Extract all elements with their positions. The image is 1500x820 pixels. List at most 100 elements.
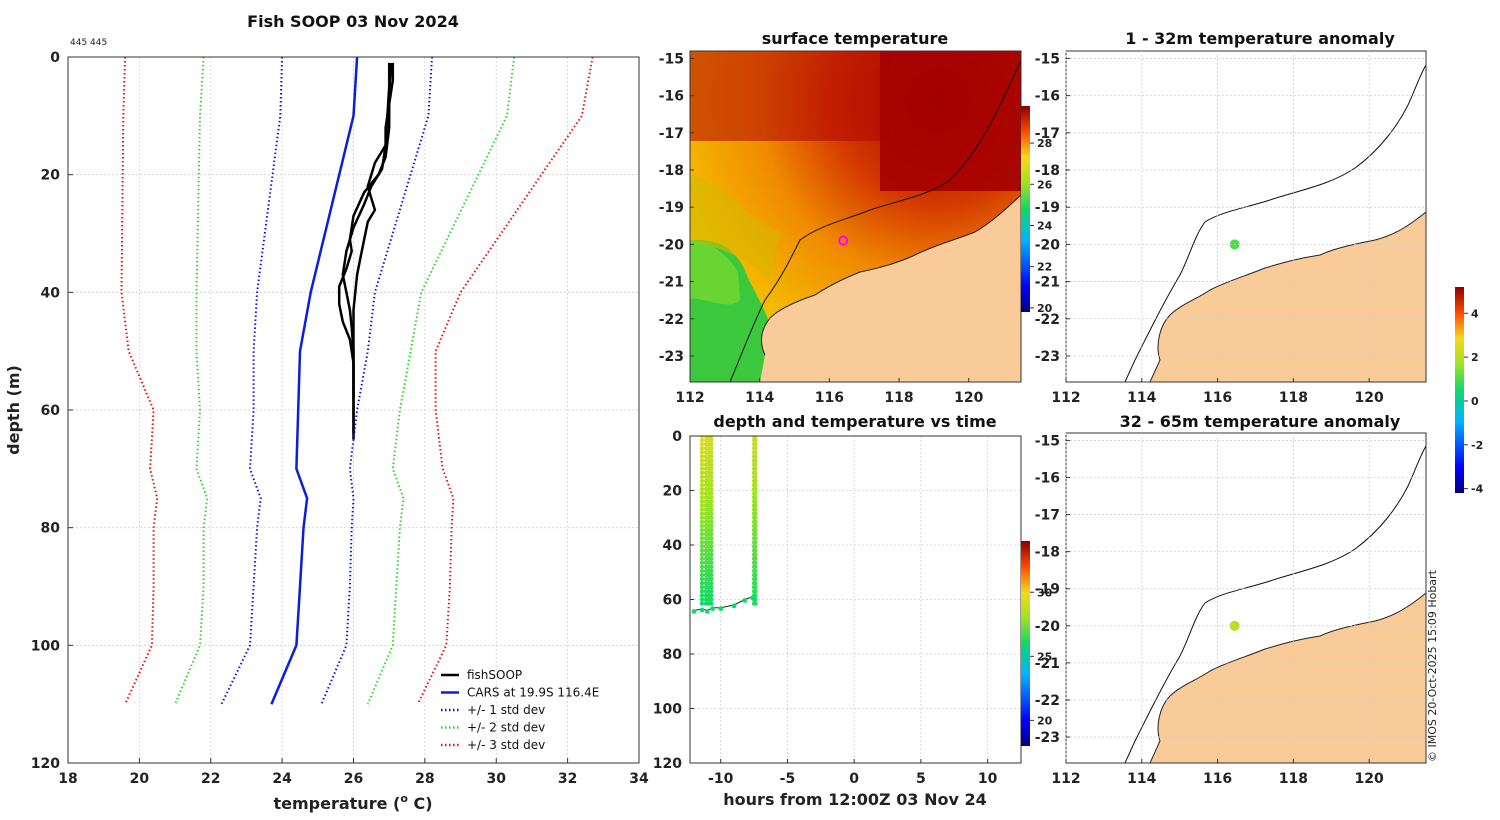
sst-ytick-label: -18 bbox=[659, 163, 684, 179]
time-cast-point bbox=[751, 515, 757, 520]
time-cast-point bbox=[699, 503, 705, 508]
time-bottom-point bbox=[718, 606, 724, 612]
time-cast-point bbox=[699, 478, 705, 484]
time-cast-point bbox=[751, 470, 757, 475]
time-cast-point bbox=[699, 507, 705, 512]
profile-ytick-label: 40 bbox=[41, 285, 61, 301]
time-cast-point bbox=[699, 531, 705, 537]
time-cast-point bbox=[699, 540, 705, 545]
time-cast-point bbox=[751, 462, 757, 467]
profile-xtick-label: 26 bbox=[344, 771, 363, 787]
sst-colorbar-tick-label: 28 bbox=[1037, 137, 1052, 150]
time-cast-point bbox=[751, 499, 757, 504]
anomaly2-ytick-label: -16 bbox=[1035, 470, 1060, 486]
time-cast-point bbox=[699, 454, 705, 459]
time-cast-point bbox=[706, 503, 711, 508]
sst-panel: surface temperature 112 114 116 118 120 -15 -1… bbox=[659, 29, 1053, 406]
time-cast-point bbox=[706, 576, 711, 582]
time-grid bbox=[690, 436, 1021, 763]
time-cast-point bbox=[699, 466, 705, 471]
time-cast-point bbox=[751, 436, 757, 439]
sst-colorbar bbox=[1021, 106, 1030, 312]
anomaly2-ytick-label: -22 bbox=[1035, 693, 1060, 709]
time-bottom-point bbox=[750, 595, 756, 601]
time-ytick-label: 20 bbox=[663, 484, 683, 500]
sst-colorbar-tick-label: 22 bbox=[1037, 261, 1052, 274]
time-cast-point bbox=[699, 589, 705, 594]
profile-xlabel: temperature (o C) bbox=[273, 792, 432, 813]
anomaly1-xtick-label: 118 bbox=[1279, 390, 1308, 406]
time-bottom-point bbox=[704, 609, 710, 614]
profile-xtick-label: 24 bbox=[272, 771, 292, 787]
time-cast-point bbox=[751, 572, 757, 578]
time-cast-point bbox=[706, 540, 711, 545]
time-cast-point bbox=[699, 585, 705, 590]
anomaly-colorbar-tick-label: 0 bbox=[1471, 395, 1479, 408]
time-cast-point bbox=[706, 466, 711, 471]
time-title: depth and temperature vs time bbox=[713, 412, 996, 431]
time-cast-point bbox=[751, 454, 757, 459]
anomaly-colorbar-tick-label: 4 bbox=[1471, 307, 1479, 320]
time-cast-point bbox=[751, 474, 757, 480]
anomaly1-ytick-label: -15 bbox=[1035, 51, 1060, 67]
time-cast-point bbox=[706, 589, 711, 594]
time-cast-point bbox=[751, 535, 757, 541]
time-cast-point bbox=[699, 441, 705, 447]
time-cast-point bbox=[751, 548, 757, 553]
time-cast-point bbox=[751, 441, 757, 447]
sst-bathymetry-contour bbox=[729, 59, 1021, 382]
sst-ytick-label: -16 bbox=[659, 89, 684, 105]
sst-ytick-label: -21 bbox=[659, 275, 684, 291]
profile-ytick-label: 80 bbox=[41, 521, 61, 537]
sst-ticks: 112 114 116 118 120 -15 -16 -17 -18 -19 -20 -21 -22 -… bbox=[659, 51, 984, 406]
time-cast-point bbox=[706, 482, 711, 488]
time-cast-point bbox=[699, 544, 705, 549]
time-cast-point bbox=[706, 585, 711, 590]
sst-xtick-label: 114 bbox=[745, 390, 774, 406]
time-ytick-label: 0 bbox=[672, 429, 682, 445]
time-xtick-label: -10 bbox=[708, 771, 734, 787]
profile-xtick-label: 32 bbox=[558, 771, 577, 787]
time-cast-point bbox=[706, 446, 711, 451]
time-ytick-label: 40 bbox=[663, 538, 683, 554]
time-cast-point bbox=[751, 486, 757, 492]
profile-ytick-label: 100 bbox=[31, 638, 60, 654]
time-cast-point bbox=[706, 462, 711, 467]
time-cast-point bbox=[706, 544, 711, 549]
profile-ytick-label: 120 bbox=[31, 756, 60, 772]
time-colorbar-ticks: 20 25 30 bbox=[1030, 586, 1053, 727]
time-cast-point bbox=[751, 511, 757, 516]
time-cast-point bbox=[706, 580, 711, 586]
time-cast-point bbox=[706, 458, 711, 463]
profile-title: Fish SOOP 03 Nov 2024 bbox=[247, 12, 459, 31]
time-cast-point bbox=[706, 486, 711, 492]
time-xtick-label: 10 bbox=[978, 771, 998, 787]
anomaly1-xtick-label: 114 bbox=[1127, 390, 1156, 406]
time-cast-point bbox=[699, 527, 705, 533]
profile-panel: Fish SOOP 03 Nov 2024 445 445 18 20 22 24 26… bbox=[4, 12, 649, 813]
anomaly-colorbar-tick-label: 2 bbox=[1471, 351, 1479, 364]
time-cast-point bbox=[751, 450, 757, 455]
time-cast-point bbox=[706, 450, 711, 455]
sst-ytick-label: -19 bbox=[659, 200, 684, 216]
sst-colorbar-tick-label: 20 bbox=[1037, 302, 1053, 315]
time-cast-point bbox=[706, 535, 711, 541]
time-cast-point bbox=[751, 503, 757, 508]
time-cast-point bbox=[706, 474, 711, 480]
anomaly1-ytick-label: -21 bbox=[1035, 275, 1060, 291]
time-cast-point bbox=[706, 436, 711, 439]
profile-xtick-label: 34 bbox=[629, 771, 649, 787]
time-cast-point bbox=[706, 556, 711, 561]
time-cast-point bbox=[699, 495, 705, 500]
time-xlabel: hours from 12:00Z 03 Nov 24 bbox=[723, 790, 986, 809]
anomaly2-ytick-label: -20 bbox=[1035, 619, 1061, 635]
sst-ytick-label: -17 bbox=[659, 126, 684, 142]
time-cast-point bbox=[706, 519, 711, 525]
time-panel: depth and temperature vs time -10 -5 0 5 100… bbox=[653, 412, 1053, 809]
time-cast-point bbox=[751, 466, 757, 471]
time-cast-point bbox=[699, 535, 705, 541]
time-cast-point bbox=[751, 560, 757, 565]
anomaly2-ytick-label: -23 bbox=[1035, 730, 1060, 746]
sst-field-green-patch bbox=[690, 240, 740, 305]
